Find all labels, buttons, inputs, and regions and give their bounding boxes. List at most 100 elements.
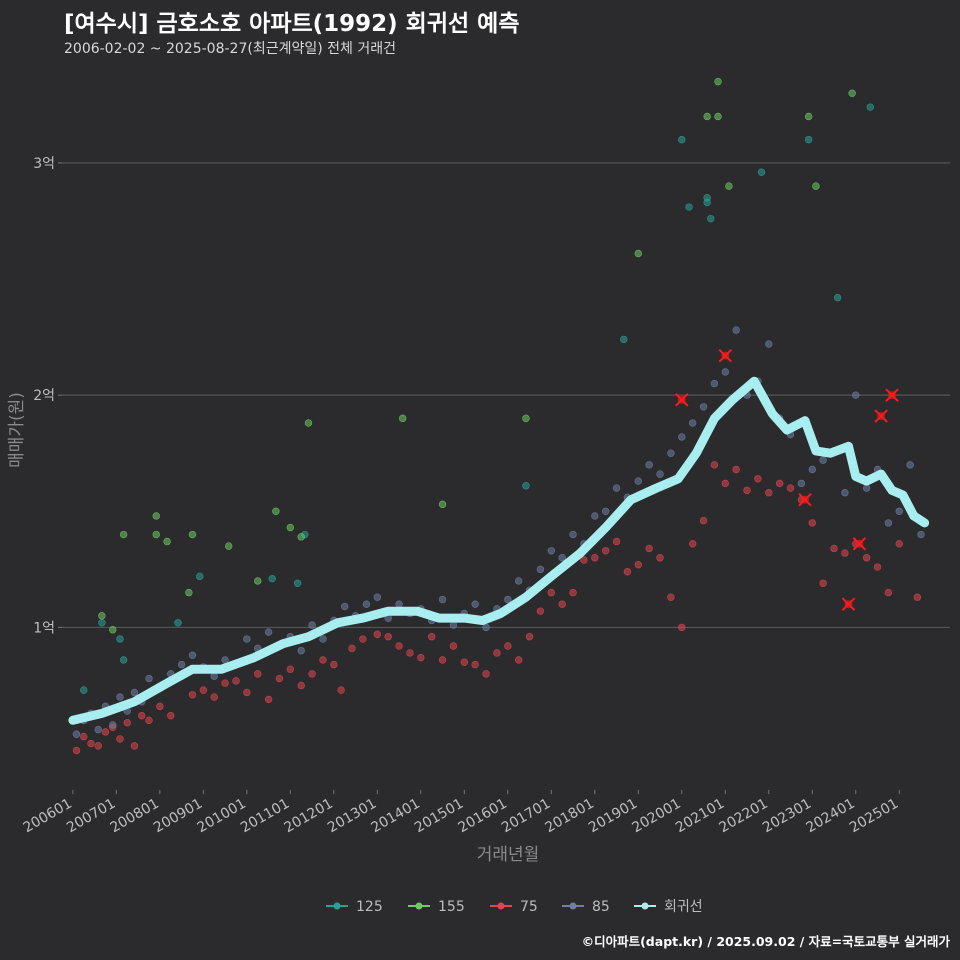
data-point-155 — [119, 530, 128, 539]
data-point-85 — [765, 340, 773, 348]
regression-line — [68, 376, 930, 725]
data-point-155 — [225, 542, 233, 550]
data-point-85 — [373, 593, 382, 601]
data-point-75 — [145, 716, 153, 725]
data-point-75 — [504, 642, 512, 650]
data-point-75 — [395, 642, 403, 650]
data-point-75 — [884, 588, 893, 597]
data-point-75 — [116, 735, 124, 743]
data-point-75 — [493, 649, 501, 657]
legend-label: 회귀선 — [664, 899, 703, 915]
data-point-75 — [580, 556, 588, 564]
data-point-155 — [109, 626, 117, 634]
x-tick-label: 200701 — [64, 796, 118, 837]
data-point-125 — [98, 619, 106, 627]
x-tick-label: 202401 — [803, 796, 857, 837]
legend-item: 125 — [326, 899, 383, 915]
data-point-75 — [678, 623, 686, 632]
x-tick-label: 200601 — [21, 796, 75, 837]
data-point-155 — [98, 612, 106, 620]
legend-key-dot — [497, 902, 505, 910]
x-tick-label: 200801 — [108, 796, 162, 837]
y-tick-label: 1억 — [33, 620, 55, 636]
data-point-85 — [514, 577, 523, 585]
data-point-75 — [699, 516, 708, 525]
legend-label: 155 — [438, 899, 465, 915]
data-point-75 — [359, 635, 367, 643]
data-point-75 — [645, 544, 653, 553]
data-point-75 — [754, 475, 762, 483]
data-point-75 — [873, 563, 882, 571]
highlight-markers — [675, 348, 899, 611]
data-point-125 — [804, 135, 813, 144]
legend-key-dot — [333, 902, 341, 910]
data-point-155 — [725, 182, 733, 190]
data-point-85 — [612, 484, 621, 492]
data-point-75 — [623, 567, 632, 576]
highlight-marker — [675, 393, 689, 407]
x-axis-title: 거래년월 — [477, 845, 540, 865]
x-tick-label: 201801 — [543, 796, 597, 837]
data-point-75 — [460, 658, 469, 666]
data-point-85 — [308, 621, 316, 629]
x-tick-label: 201101 — [238, 796, 292, 837]
data-point-75 — [569, 588, 577, 597]
legend-key-dot — [415, 902, 423, 910]
data-point-155 — [399, 414, 407, 423]
data-point-75 — [348, 644, 356, 653]
data-point-125 — [833, 293, 842, 302]
data-point-85 — [243, 635, 251, 643]
data-point-75 — [732, 465, 740, 474]
data-point-85 — [688, 419, 697, 427]
highlight-marker — [874, 409, 888, 423]
data-point-125 — [866, 103, 874, 111]
data-point-155 — [703, 112, 711, 121]
highlight-marker — [718, 348, 732, 363]
data-point-85 — [699, 403, 708, 411]
data-point-75 — [308, 670, 316, 678]
data-point-75 — [591, 554, 599, 562]
data-point-85 — [678, 433, 686, 441]
data-point-85 — [547, 547, 556, 555]
data-point-75 — [536, 607, 545, 615]
data-point-75 — [199, 686, 208, 694]
data-point-75 — [80, 732, 88, 741]
x-tick-label: 202201 — [716, 796, 770, 837]
data-point-75 — [721, 479, 729, 488]
legend-label: 125 — [356, 899, 383, 915]
data-point-155 — [848, 89, 856, 97]
data-point-85 — [819, 456, 827, 464]
data-point-75 — [482, 670, 490, 678]
data-point-85 — [94, 725, 102, 734]
data-points — [72, 77, 925, 755]
data-point-75 — [862, 554, 871, 562]
data-point-85 — [109, 721, 117, 729]
data-point-85 — [395, 600, 403, 608]
data-point-85 — [656, 470, 664, 478]
x-tick-label: 201301 — [325, 796, 379, 837]
data-point-85 — [917, 530, 925, 539]
data-point-85 — [732, 326, 740, 334]
data-point-155 — [188, 530, 197, 539]
x-tick-label: 201401 — [369, 796, 423, 837]
data-point-155 — [297, 533, 305, 541]
x-tick-label: 202501 — [847, 796, 901, 837]
data-point-125 — [757, 168, 766, 176]
y-axis-title: 매매가(원) — [7, 392, 27, 468]
data-point-75 — [913, 593, 922, 601]
data-point-75 — [688, 540, 697, 548]
data-point-155 — [152, 530, 160, 539]
x-tick-label: 201601 — [456, 796, 510, 837]
data-point-75 — [101, 728, 110, 736]
x-tick-label: 202101 — [673, 796, 727, 837]
legend-item: 회귀선 — [634, 899, 703, 915]
highlight-marker — [885, 388, 899, 402]
data-point-85 — [710, 379, 719, 388]
data-point-125 — [703, 194, 711, 202]
data-point-85 — [188, 651, 197, 659]
data-point-85 — [841, 489, 849, 497]
x-tick-label: 202301 — [760, 796, 814, 837]
x-tick-label: 201701 — [499, 796, 553, 837]
data-point-75 — [373, 630, 382, 639]
